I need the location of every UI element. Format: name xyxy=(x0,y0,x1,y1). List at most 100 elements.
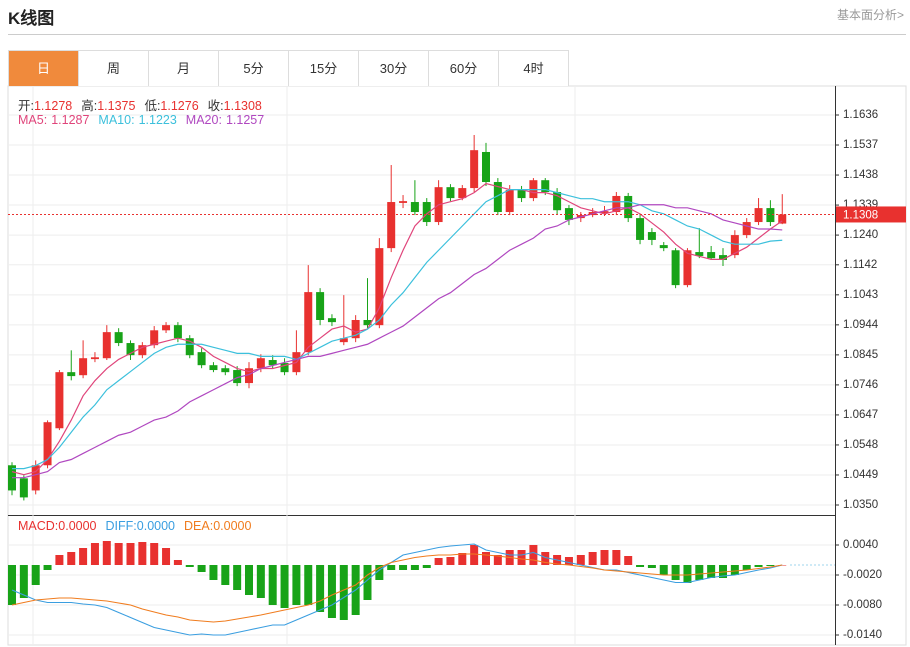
tab[interactable]: 日 xyxy=(9,51,79,86)
legend-item: DIFF:0.0000 xyxy=(106,519,175,533)
tab[interactable]: 60分 xyxy=(429,51,499,86)
legend-label: DEA: xyxy=(184,519,214,533)
candle-body xyxy=(316,292,325,320)
macd-bar xyxy=(588,552,597,565)
candle-body xyxy=(600,211,609,213)
candle-body xyxy=(55,372,64,429)
macd-bar xyxy=(517,550,526,565)
macd-bar xyxy=(43,565,52,570)
legend-value: 1.1276 xyxy=(160,99,199,113)
ohlc-legend: 开:1.1278 高:1.1375 低:1.1276 收:1.1308 xyxy=(18,95,262,114)
legend-item: MACD:0.0000 xyxy=(18,519,97,533)
candle-body xyxy=(399,201,408,203)
macd-bar xyxy=(114,543,123,565)
macd-bar xyxy=(79,548,88,565)
macd-bar xyxy=(209,565,218,580)
macd-line xyxy=(11,543,783,636)
macd-bar xyxy=(422,565,431,568)
macd-bar xyxy=(150,543,159,565)
macd-bar xyxy=(221,565,230,585)
ma-line xyxy=(11,182,783,476)
macd-bar xyxy=(316,565,325,612)
macd-bar xyxy=(564,557,573,565)
candle-body xyxy=(482,151,490,183)
candle-body xyxy=(707,252,716,259)
legend-label: 收: xyxy=(207,99,224,113)
y-tick-label: 1.0746 xyxy=(843,379,878,391)
macd-bar xyxy=(742,565,751,570)
page-title: K线图 xyxy=(8,9,55,28)
candle-body xyxy=(636,218,645,240)
tab[interactable]: 15分 xyxy=(289,51,359,86)
macd-legend: MACD:0.0000 DIFF:0.0000 DEA:0.0000 xyxy=(18,519,251,533)
legend-item: 收:1.1308 xyxy=(208,95,262,114)
candle-body xyxy=(375,248,384,326)
y-tick-label: -0.0080 xyxy=(843,599,882,611)
candle-body xyxy=(683,250,692,286)
chart-frame xyxy=(7,85,907,646)
macd-bar xyxy=(102,541,111,565)
legend-label: MA20: xyxy=(185,113,222,127)
tab[interactable]: 4时 xyxy=(499,51,569,86)
candle-body xyxy=(458,188,467,199)
legend-label: 高: xyxy=(81,99,98,113)
macd-bar xyxy=(173,560,182,565)
candle-body xyxy=(505,189,514,213)
ma-line xyxy=(12,204,783,479)
macd-line xyxy=(11,553,783,623)
candle-body xyxy=(150,330,159,346)
macd-bar xyxy=(707,565,716,578)
tab[interactable]: 5分 xyxy=(219,51,289,86)
macd-bar xyxy=(67,552,76,565)
macd-bar xyxy=(766,565,775,566)
macd-bar xyxy=(162,548,171,565)
legend-label: DIFF: xyxy=(105,519,137,533)
legend-value: 1.1223 xyxy=(138,113,177,127)
y-tick-label: 1.0944 xyxy=(843,319,879,331)
macd-bar xyxy=(624,556,633,565)
legend-item: MA20: 1.1257 xyxy=(186,113,264,127)
candle-body xyxy=(493,182,502,213)
last-price-box xyxy=(836,206,906,223)
tab[interactable]: 周 xyxy=(79,51,149,86)
y-tick-label: 1.1537 xyxy=(843,139,878,151)
candle-body xyxy=(209,365,218,371)
tab[interactable]: 30分 xyxy=(359,51,429,86)
candle-body xyxy=(541,180,550,193)
legend-item: 高:1.1375 xyxy=(81,95,135,114)
macd-bar xyxy=(375,565,384,580)
y-tick-label: 1.1240 xyxy=(843,229,878,241)
candle-body xyxy=(422,202,431,223)
y-tick-label: 1.1043 xyxy=(843,289,878,301)
legend-value: 1.1257 xyxy=(225,113,265,127)
candle-body xyxy=(470,150,479,189)
candle-body xyxy=(754,208,763,223)
macd-bar xyxy=(683,565,692,583)
legend-item: MA10: 1.1223 xyxy=(98,113,176,127)
tab[interactable]: 月 xyxy=(149,51,219,86)
macd-bar xyxy=(671,565,680,580)
separator xyxy=(8,34,906,35)
candle-body xyxy=(659,245,668,249)
macd-bar xyxy=(493,555,502,565)
legend-item: 低:1.1276 xyxy=(144,95,198,114)
legend-item: DEA:0.0000 xyxy=(184,519,251,533)
macd-bar xyxy=(245,565,253,595)
macd-bar xyxy=(31,565,40,585)
macd-bar xyxy=(233,565,242,590)
candle-body xyxy=(31,465,40,491)
candle-body xyxy=(280,363,289,373)
candle-body xyxy=(19,478,28,498)
candle-body xyxy=(268,360,277,366)
macd-bar xyxy=(387,565,396,570)
macd-bar xyxy=(339,565,348,620)
macd-bar xyxy=(434,558,443,565)
analysis-link[interactable]: 基本面分析> xyxy=(836,8,904,22)
macd-bar xyxy=(659,565,668,575)
candle-body xyxy=(339,338,348,343)
macd-bar xyxy=(541,552,550,565)
legend-value: 1.1278 xyxy=(33,99,73,113)
candle-body xyxy=(742,222,751,236)
macd-bar xyxy=(268,565,277,605)
